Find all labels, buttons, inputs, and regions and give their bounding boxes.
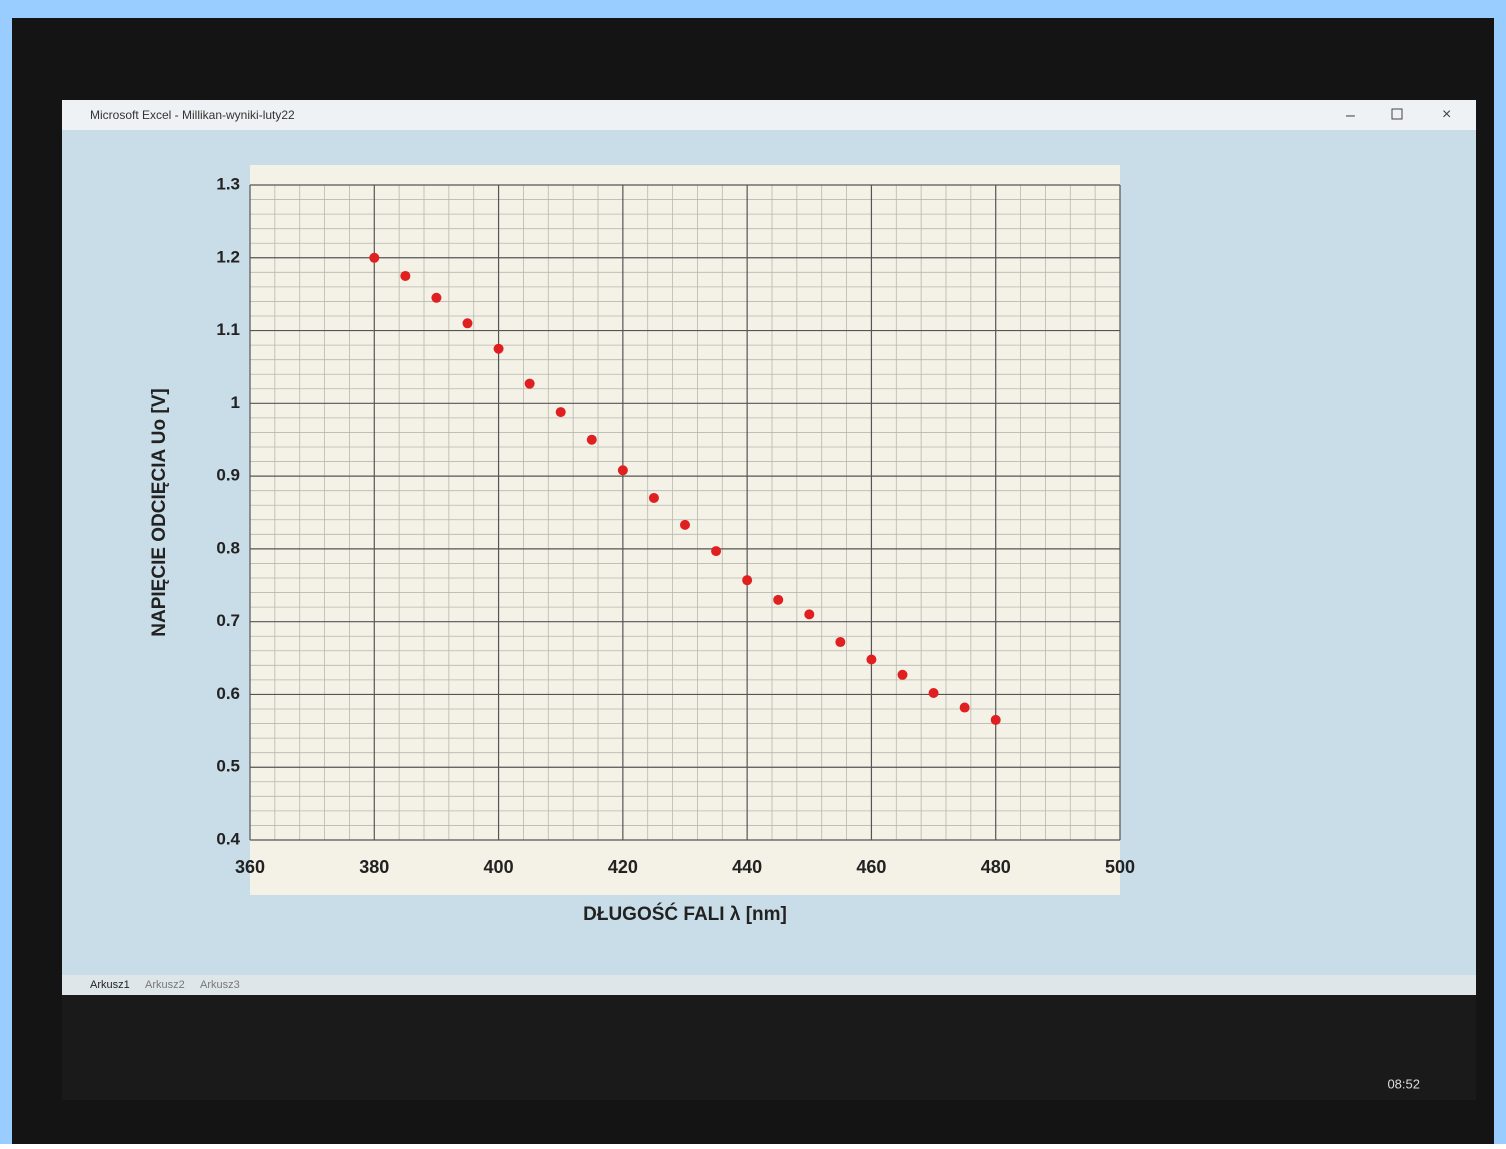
point [959, 702, 970, 713]
point [711, 546, 722, 557]
x-tick-label: 360 [235, 857, 265, 877]
point [400, 270, 411, 281]
taskbar [62, 995, 1476, 1100]
point [990, 714, 1001, 725]
x-tick-label: 420 [608, 857, 638, 877]
minimize-button[interactable]: – [1346, 107, 1355, 124]
point [555, 407, 566, 418]
point [431, 292, 442, 303]
point [648, 492, 659, 503]
point [866, 654, 877, 665]
x-axis-title: DŁUGOŚĆ FALI λ [nm] [583, 903, 787, 925]
point [928, 687, 939, 698]
plot-area [250, 165, 1120, 895]
title-bar [62, 100, 1476, 130]
point [680, 519, 690, 530]
y-tick-label: 0.4 [216, 829, 240, 848]
y-tick-label: 0.8 [216, 538, 240, 557]
point [804, 609, 815, 620]
x-tick-label: 480 [981, 857, 1011, 877]
sheet-tab-bar [62, 975, 1476, 995]
y-tick-label: 0.9 [216, 466, 240, 485]
x-tick-label: 400 [484, 857, 514, 877]
y-axis-title: NAPIĘCIE ODCIĘCIA Uo [V] [149, 388, 170, 636]
sheet-tab[interactable]: Arkusz2 [145, 979, 185, 991]
y-tick-label: 0.5 [216, 757, 240, 776]
point [773, 594, 784, 605]
point [586, 434, 597, 445]
y-tick-label: 0.7 [216, 611, 240, 630]
y-tick-label: 1.3 [216, 174, 240, 193]
point [524, 378, 535, 389]
point [742, 575, 753, 586]
point [897, 669, 908, 680]
point [493, 343, 504, 354]
close-button[interactable]: × [1442, 106, 1451, 123]
window-title: Microsoft Excel - Millikan-wyniki-luty22 [90, 108, 295, 122]
y-tick-label: 1.2 [216, 247, 240, 266]
x-tick-label: 380 [359, 857, 389, 877]
sheet-tab[interactable]: Arkusz1 [90, 979, 130, 991]
clock: 08:52 [1387, 1076, 1420, 1091]
restore-button[interactable] [1391, 108, 1403, 120]
y-tick-label: 1.1 [216, 320, 240, 339]
point [462, 318, 473, 329]
x-tick-label: 460 [856, 857, 886, 877]
y-tick-label: 1 [231, 393, 240, 412]
point [617, 465, 628, 476]
sheet-tab[interactable]: Arkusz3 [200, 979, 240, 991]
x-tick-label: 440 [732, 857, 762, 877]
y-tick-label: 0.6 [216, 684, 240, 703]
x-tick-label: 500 [1105, 857, 1135, 877]
point [369, 252, 380, 263]
point [835, 637, 846, 648]
